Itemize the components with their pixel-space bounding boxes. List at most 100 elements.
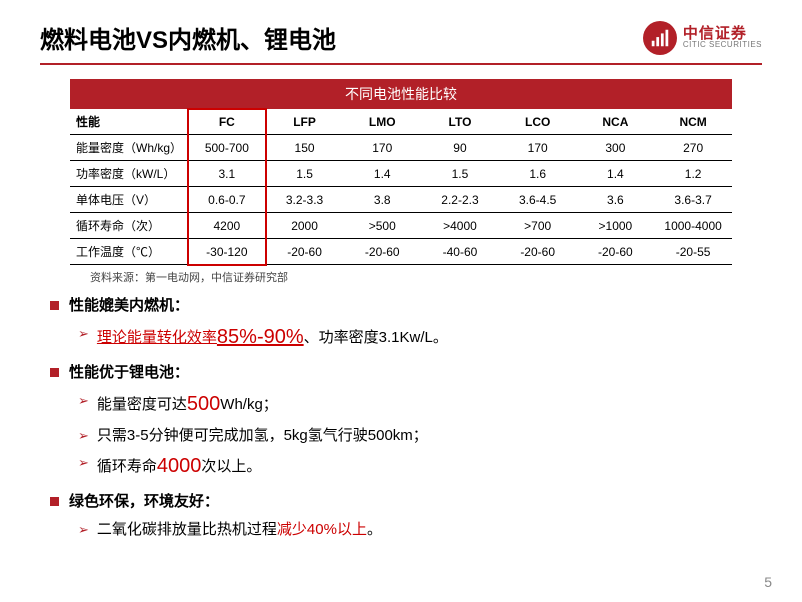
chevron-icon: ➢ [78, 427, 89, 446]
table-cell: 170 [343, 135, 421, 161]
table-cell: 3.1 [188, 161, 266, 187]
co2-pre: 二氧化碳排放量比热机过程 [97, 521, 277, 538]
bullet-2-1-text: 能量密度可达500Wh/kg； [97, 390, 278, 419]
col-header: LFP [266, 109, 344, 135]
col-header: NCA [577, 109, 655, 135]
bullet-2-2: ➢ 只需3-5分钟便可完成加氢，5kg氢气行驶500km； [78, 425, 752, 447]
table-cell: -20-60 [343, 239, 421, 265]
table-row: 工作温度（℃）-30-120-20-60-20-60-40-60-20-60-2… [70, 239, 732, 265]
bullet-3-title: 绿色环保，环境友好： [69, 491, 219, 513]
table-cell: 90 [421, 135, 499, 161]
eff-pct: 85%-90% [217, 326, 304, 348]
square-bullet-icon [50, 497, 59, 506]
col-header: NCM [654, 109, 732, 135]
col-header: LTO [421, 109, 499, 135]
table-cell: 1.6 [499, 161, 577, 187]
ed-val: 500 [187, 393, 220, 415]
table-cell: 功率密度（kW/L） [70, 161, 188, 187]
table-header-row: 性能 FC LFP LMO LTO LCO NCA NCM [70, 109, 732, 135]
table-cell: 3.6-3.7 [654, 187, 732, 213]
table-cell: 2.2-2.3 [421, 187, 499, 213]
table-cell: 1.4 [577, 161, 655, 187]
bullet-3-1-text: 二氧化碳排放量比热机过程减少40%以上。 [97, 519, 382, 541]
page-title: 燃料电池VS内燃机、锂电池 [40, 20, 336, 55]
table-cell: 3.8 [343, 187, 421, 213]
chevron-icon: ➢ [78, 392, 89, 411]
bullet-content: 性能媲美内燃机： ➢ 理论能量转化效率85%-90%、功率密度3.1Kw/L。 … [50, 295, 752, 541]
logo-icon [643, 21, 677, 55]
table-cell: >700 [499, 213, 577, 239]
bullet-2-2-text: 只需3-5分钟便可完成加氢，5kg氢气行驶500km； [97, 425, 428, 447]
chevron-icon: ➢ [78, 325, 89, 344]
comparison-table-wrap: 不同电池性能比较 性能 FC LFP LMO LTO LCO NCA NCM 能… [70, 79, 732, 265]
table-row: 循环寿命（次）42002000>500>4000>700>10001000-40… [70, 213, 732, 239]
comparison-table: 性能 FC LFP LMO LTO LCO NCA NCM 能量密度（Wh/kg… [70, 109, 732, 265]
table-row: 功率密度（kW/L）3.11.51.41.51.61.41.2 [70, 161, 732, 187]
table-cell: >500 [343, 213, 421, 239]
square-bullet-icon [50, 301, 59, 310]
table-cell: 1.5 [421, 161, 499, 187]
table-cell: >1000 [577, 213, 655, 239]
table-cell: -20-55 [654, 239, 732, 265]
eff-post: 、功率密度3.1Kw/L。 [304, 329, 448, 346]
table-row: 单体电压（V）0.6-0.73.2-3.33.82.2-2.33.6-4.53.… [70, 187, 732, 213]
bullet-1: 性能媲美内燃机： [50, 295, 752, 317]
bullet-1-1: ➢ 理论能量转化效率85%-90%、功率密度3.1Kw/L。 [78, 323, 752, 352]
table-cell: >4000 [421, 213, 499, 239]
table-title: 不同电池性能比较 [70, 79, 732, 109]
bullet-2-title: 性能优于锂电池： [69, 362, 189, 384]
table-cell: 1.5 [266, 161, 344, 187]
table-cell: 单体电压（V） [70, 187, 188, 213]
table-cell: 170 [499, 135, 577, 161]
bullet-2-3-text: 循环寿命4000次以上。 [97, 452, 262, 481]
bullet-3-1: ➢ 二氧化碳排放量比热机过程减少40%以上。 [78, 519, 752, 541]
chevron-icon: ➢ [78, 521, 89, 540]
table-cell: 1.2 [654, 161, 732, 187]
logo-cn: 中信证券 [683, 26, 762, 41]
table-row: 能量密度（Wh/kg）500-70015017090170300270 [70, 135, 732, 161]
table-cell: 3.6-4.5 [499, 187, 577, 213]
cycle-pre: 循环寿命 [97, 458, 157, 475]
table-cell: 1.4 [343, 161, 421, 187]
ed-post: Wh/kg； [220, 396, 278, 413]
co2-red: 减少40%以上 [277, 521, 367, 538]
table-cell: 4200 [188, 213, 266, 239]
table-cell: 500-700 [188, 135, 266, 161]
logo-text: 中信证券 CITIC SECURITIES [683, 26, 762, 49]
table-cell: 3.6 [577, 187, 655, 213]
square-bullet-icon [50, 368, 59, 377]
co2-post: 。 [367, 521, 382, 538]
table-cell: 工作温度（℃） [70, 239, 188, 265]
table-cell: 3.2-3.3 [266, 187, 344, 213]
table-cell: -20-60 [266, 239, 344, 265]
table-cell: 150 [266, 135, 344, 161]
col-header: 性能 [70, 109, 188, 135]
table-cell: 循环寿命（次） [70, 213, 188, 239]
table-cell: 0.6-0.7 [188, 187, 266, 213]
table-cell: -40-60 [421, 239, 499, 265]
chevron-icon: ➢ [78, 454, 89, 473]
bullet-3: 绿色环保，环境友好： [50, 491, 752, 513]
ed-pre: 能量密度可达 [97, 396, 187, 413]
table-source: 资料来源：第一电动网，中信证券研究部 [90, 269, 732, 285]
table-cell: 1000-4000 [654, 213, 732, 239]
bullet-1-title: 性能媲美内燃机： [69, 295, 189, 317]
bullet-2-1: ➢ 能量密度可达500Wh/kg； [78, 390, 752, 419]
logo-en: CITIC SECURITIES [683, 41, 762, 49]
cycle-val: 4000 [157, 455, 202, 477]
col-header: FC [188, 109, 266, 135]
table-cell: -20-60 [499, 239, 577, 265]
bullet-2-3: ➢ 循环寿命4000次以上。 [78, 452, 752, 481]
bullet-1-1-text: 理论能量转化效率85%-90%、功率密度3.1Kw/L。 [97, 323, 448, 352]
slide-header: 燃料电池VS内燃机、锂电池 中信证券 CITIC SECURITIES [0, 0, 802, 55]
col-header: LCO [499, 109, 577, 135]
table-cell: -30-120 [188, 239, 266, 265]
header-divider [40, 63, 762, 65]
cycle-post: 次以上。 [201, 458, 261, 475]
table-cell: 270 [654, 135, 732, 161]
bullet-2: 性能优于锂电池： [50, 362, 752, 384]
eff-label: 理论能量转化效率 [97, 329, 217, 346]
col-header: LMO [343, 109, 421, 135]
table-cell: -20-60 [577, 239, 655, 265]
brand-logo: 中信证券 CITIC SECURITIES [643, 21, 762, 55]
